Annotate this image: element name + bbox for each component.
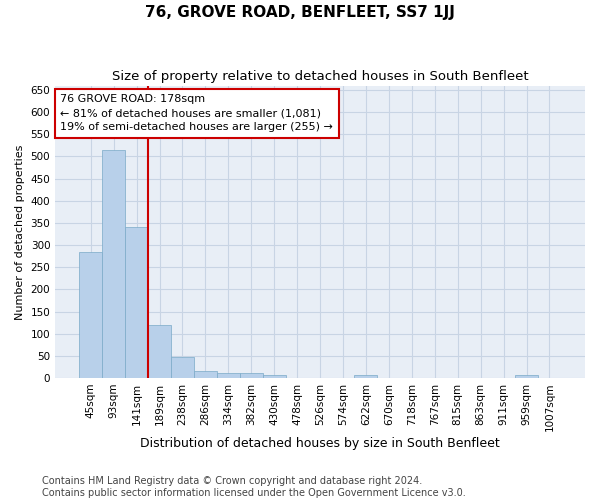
Text: Contains HM Land Registry data © Crown copyright and database right 2024.
Contai: Contains HM Land Registry data © Crown c… [42,476,466,498]
Bar [79,252,102,378]
Bar [171,357,194,378]
Bar [194,370,217,378]
Y-axis label: Number of detached properties: Number of detached properties [15,144,25,320]
Bar [240,373,263,378]
Bar [148,325,171,378]
Text: 76 GROVE ROAD: 178sqm
← 81% of detached houses are smaller (1,081)
19% of semi-d: 76 GROVE ROAD: 178sqm ← 81% of detached … [61,94,334,132]
Bar [263,374,286,378]
Bar [355,375,377,378]
Text: 76, GROVE ROAD, BENFLEET, SS7 1JJ: 76, GROVE ROAD, BENFLEET, SS7 1JJ [145,5,455,20]
Bar [102,150,125,378]
Title: Size of property relative to detached houses in South Benfleet: Size of property relative to detached ho… [112,70,529,83]
Bar [515,375,538,378]
Bar [125,228,148,378]
X-axis label: Distribution of detached houses by size in South Benfleet: Distribution of detached houses by size … [140,437,500,450]
Bar [217,373,240,378]
